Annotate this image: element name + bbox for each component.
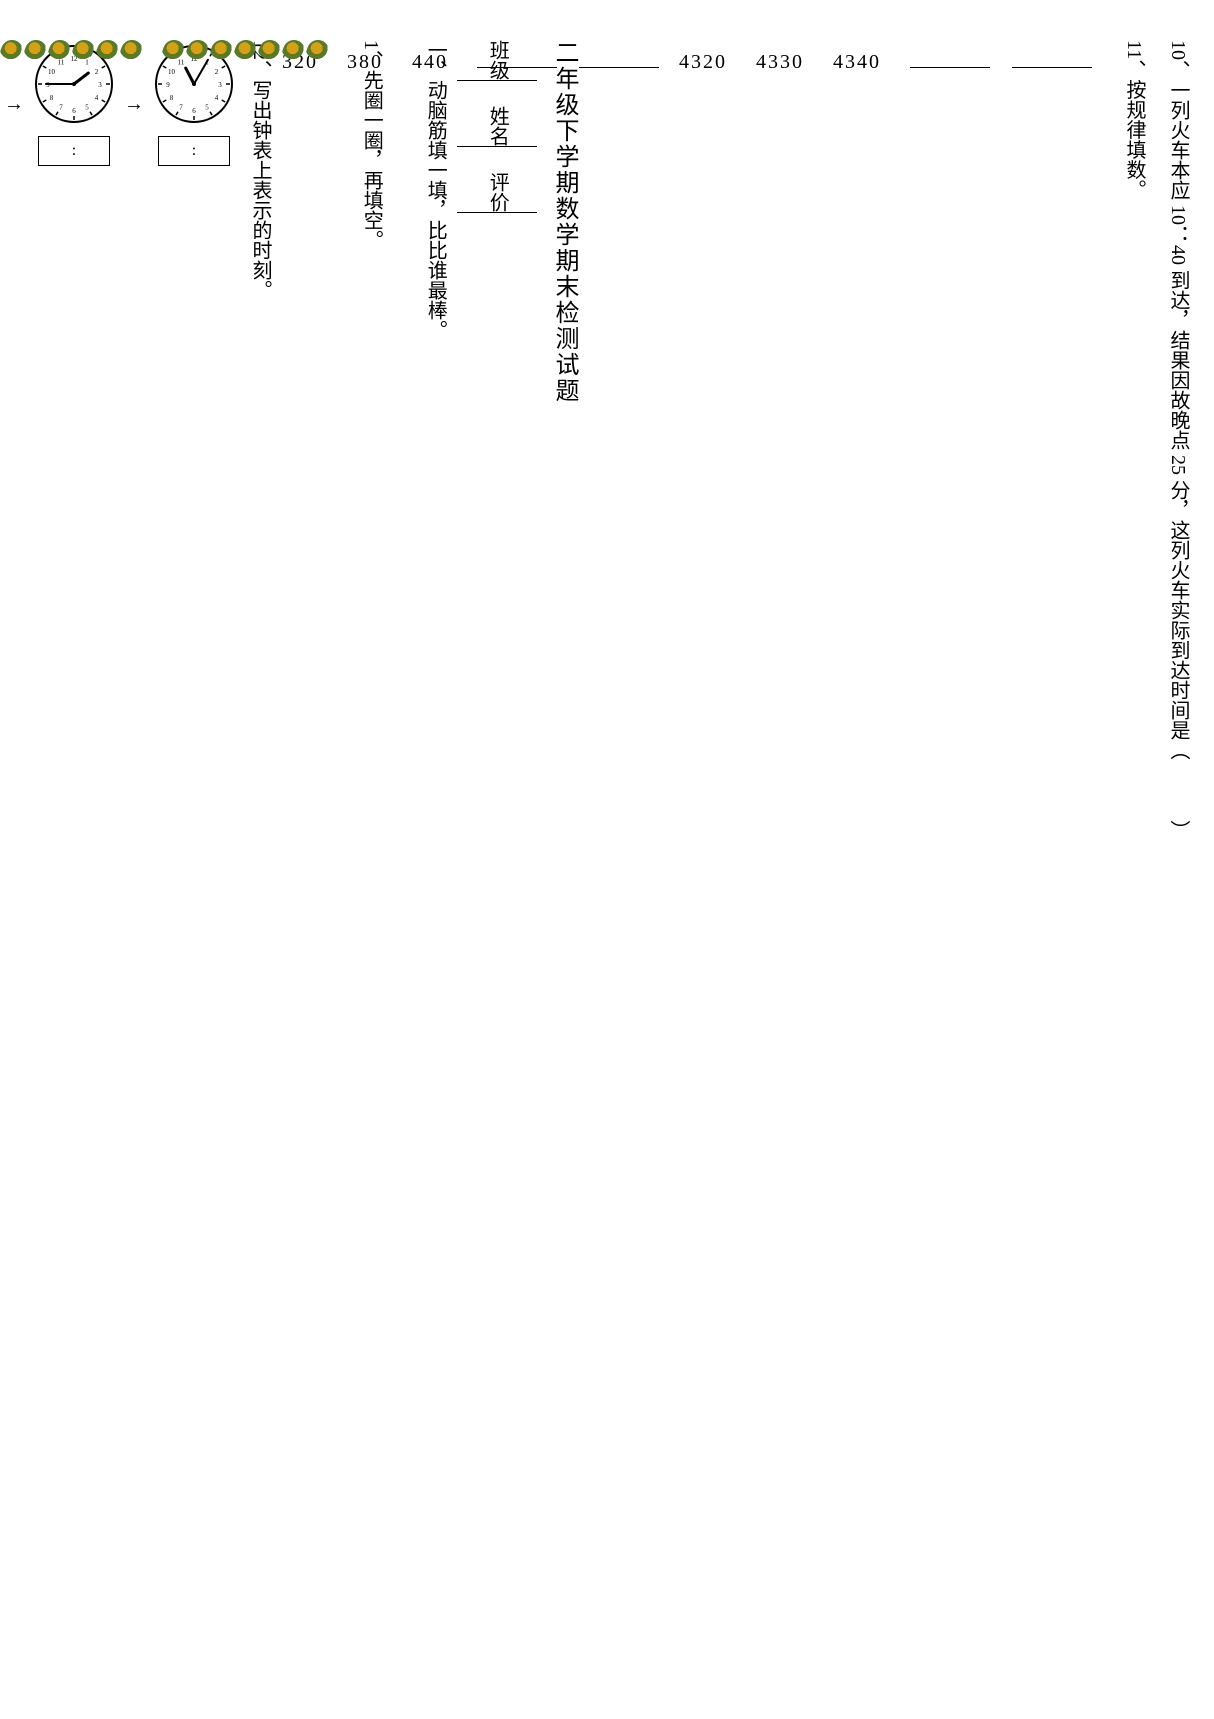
svg-text:7: 7 <box>179 104 183 112</box>
svg-text:8: 8 <box>170 94 174 102</box>
q10: 10、一列火车本应 10：40 到达，结果因故晚点 25 分，这列火车实际到达时… <box>1156 40 1200 1660</box>
svg-text:10: 10 <box>168 68 176 76</box>
svg-text:6: 6 <box>192 107 196 115</box>
svg-text:4: 4 <box>215 94 219 102</box>
svg-text:9: 9 <box>166 81 170 89</box>
svg-text:5: 5 <box>205 104 209 112</box>
time-box[interactable]: : <box>158 136 230 166</box>
q12: 12、写出钟表上表示的时刻。 <box>238 40 282 1660</box>
seq-num: 4340 <box>833 51 881 73</box>
svg-text:10: 10 <box>48 68 56 76</box>
time-box[interactable]: : <box>38 136 110 166</box>
right-column: 10、一列火车本应 10：40 到达，结果因故晚点 25 分，这列火车实际到达时… <box>640 40 1200 1660</box>
svg-text:7: 7 <box>59 104 63 112</box>
seq2: 320 380 440 <box>282 40 659 1660</box>
seq-num: 380 <box>347 51 383 73</box>
svg-text:5: 5 <box>85 104 89 112</box>
svg-text:4: 4 <box>95 94 99 102</box>
seq-num: 440 <box>412 51 448 73</box>
seq-num: 4330 <box>756 51 804 73</box>
seq-num: 4320 <box>679 51 727 73</box>
svg-text:3: 3 <box>218 81 222 89</box>
svg-text:6: 6 <box>72 107 76 115</box>
svg-text:2: 2 <box>95 68 99 76</box>
svg-text:2: 2 <box>215 68 219 76</box>
q11: 11、按规律填数。 <box>1112 40 1156 1660</box>
svg-text:8: 8 <box>50 94 54 102</box>
seq1: 4320 4330 4340 <box>679 40 1092 1660</box>
arrow-icon: → <box>4 82 24 126</box>
svg-text:3: 3 <box>98 81 102 89</box>
clock-row: 121234567891011 : → 121234567891011 : → … <box>0 40 238 1660</box>
arrow-icon: → <box>124 82 144 126</box>
